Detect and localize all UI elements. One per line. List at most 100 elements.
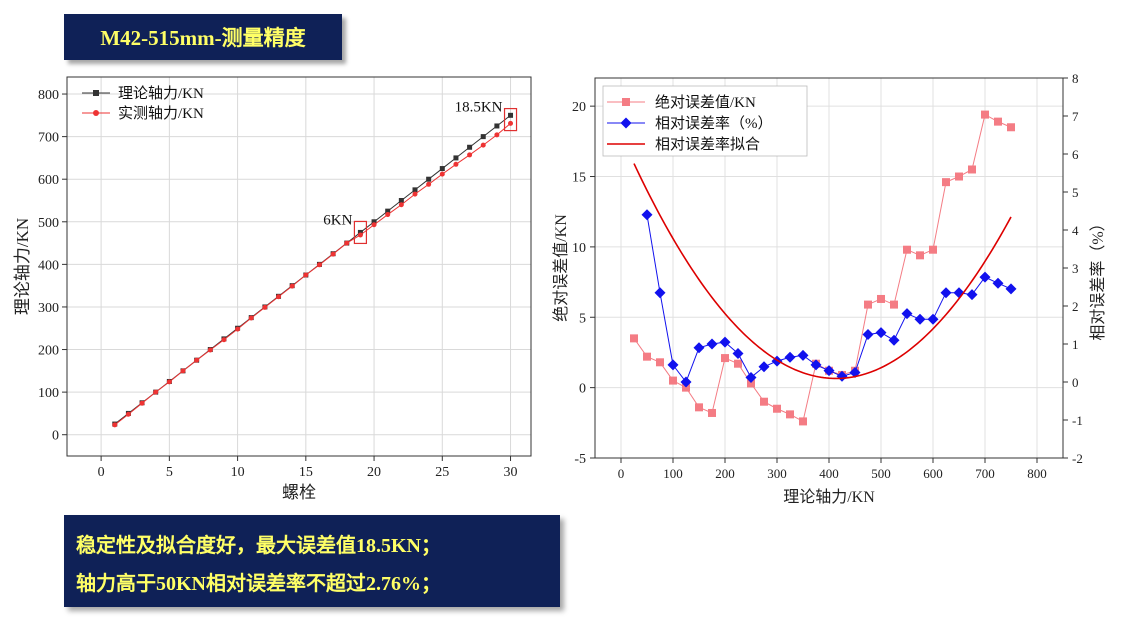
x-tick-label: 500 [871, 466, 891, 481]
plot-area [67, 77, 531, 456]
data-point [357, 229, 363, 235]
x-tick-label: 0 [98, 465, 105, 480]
data-point [480, 142, 486, 148]
data-point [412, 187, 418, 193]
annotation-label: 6KN [323, 212, 352, 228]
data-point [467, 152, 473, 158]
rel-error-point [862, 329, 874, 340]
data-point [303, 272, 309, 278]
data-point [235, 326, 241, 332]
abs-error-point [942, 178, 950, 187]
abs-error-point [916, 251, 924, 260]
abs-error-point [1007, 123, 1015, 132]
x-tick-label: 30 [504, 465, 518, 480]
rel-error-point [979, 271, 991, 283]
rel-error-point [901, 308, 913, 320]
abs-error-point [669, 376, 677, 385]
annotation-box [503, 107, 518, 132]
y2-tick-label: 7 [1072, 109, 1079, 124]
plot-frame [66, 76, 532, 457]
data-point [166, 379, 172, 385]
y-tick-label: 10 [572, 241, 586, 256]
data-point [139, 400, 145, 406]
data-point [344, 240, 350, 246]
rel-error-point [1005, 283, 1017, 295]
data-point [221, 337, 227, 343]
data-point [412, 191, 418, 197]
rel-error-point [680, 376, 692, 388]
series-line-2 [114, 123, 511, 426]
y2-tick-label: 5 [1072, 185, 1079, 200]
abs-error-point [656, 358, 664, 367]
rel-error-point [797, 349, 809, 361]
abs-error-point [929, 245, 937, 254]
y-axis-label: 理论轴力/KN [13, 218, 32, 315]
annotation-box [353, 220, 368, 245]
rel-error-point [758, 361, 770, 373]
rel-error-point [784, 351, 796, 363]
data-point [453, 155, 459, 161]
abs-error-point [968, 165, 976, 174]
y-tick-label: 600 [38, 173, 59, 188]
legend-marker [622, 98, 630, 106]
data-point [453, 161, 459, 167]
abs-error-point [695, 403, 703, 412]
data-point [426, 176, 432, 182]
y-tick-label: 20 [572, 100, 586, 115]
data-point [385, 212, 391, 218]
data-point [125, 411, 131, 417]
data-point [480, 134, 486, 140]
y-tick-label: 300 [38, 301, 59, 316]
abs-error-point [786, 410, 794, 419]
x-tick-label: 15 [299, 465, 313, 480]
y-tick-label: -5 [574, 452, 586, 467]
rel-error-point [706, 338, 718, 350]
abs-error-point [773, 404, 781, 413]
abs-error-point [890, 300, 898, 309]
abs-error-point [799, 417, 807, 426]
slide-title: M42-515mm-测量精度 [100, 26, 306, 50]
rel-error-point [719, 336, 731, 348]
abs-error-point [708, 408, 716, 417]
rel-error-point [888, 334, 900, 346]
y2-tick-label: 0 [1072, 375, 1079, 390]
legend-marker [93, 110, 99, 116]
data-point [316, 262, 322, 268]
x-tick-label: 20 [367, 465, 381, 480]
rel-error-point [875, 327, 887, 339]
data-point [426, 181, 432, 187]
data-point [385, 208, 391, 214]
abs-error-point [630, 334, 638, 343]
rel-error-point [693, 342, 705, 354]
data-point [508, 120, 514, 126]
abs-error-point [903, 245, 911, 254]
annotation-label: 18.5KN [455, 100, 503, 116]
x-tick-label: 0 [618, 466, 625, 481]
data-point [248, 315, 254, 321]
abs-error-point [955, 172, 963, 181]
rel-error-point [654, 287, 666, 299]
rel-error-point [823, 365, 835, 377]
abs-error-point [864, 300, 872, 309]
rel-error-point [992, 277, 1004, 289]
abs-error-point [747, 379, 755, 388]
data-point [439, 171, 445, 177]
legend-label: 实测轴力/KN [118, 105, 204, 122]
y2-tick-label: 8 [1072, 71, 1079, 86]
summary-line-1: 稳定性及拟合度好，最大误差值18.5KN； [76, 535, 441, 557]
y-tick-label: 800 [38, 88, 59, 103]
y-tick-label: 5 [579, 311, 586, 326]
y2-tick-label: -1 [1072, 413, 1083, 428]
rel-error-point [940, 287, 952, 299]
abs-error-point [994, 117, 1002, 126]
data-point [467, 144, 473, 150]
summary-line-2: 轴力高于50KN相对误差率不超过2.76%； [76, 573, 441, 595]
data-point [276, 294, 282, 300]
rel-error-point [810, 359, 822, 371]
rel-error-point [667, 359, 679, 371]
x-tick-label: 10 [231, 465, 245, 480]
data-point [262, 304, 268, 310]
y-tick-label: 400 [38, 258, 59, 273]
abs-error-point [643, 352, 651, 361]
x-axis-label: 理论轴力/KN [783, 488, 875, 506]
